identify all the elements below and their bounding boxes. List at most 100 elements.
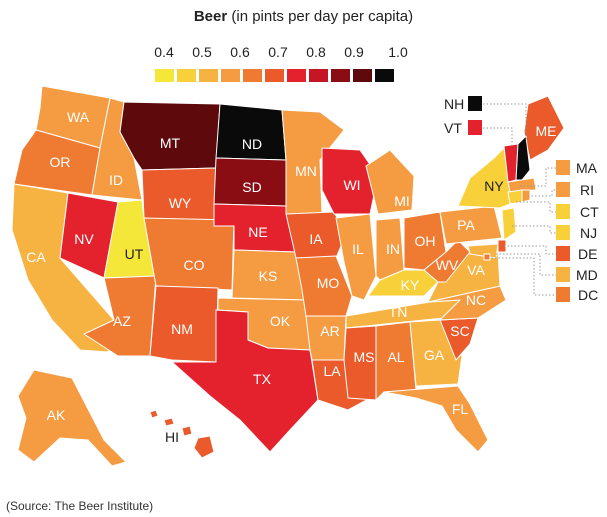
label-PA: PA: [457, 217, 475, 233]
legend-label-3: 0.7: [268, 44, 288, 60]
label-TN: TN: [389, 304, 408, 320]
label-HI: HI: [165, 429, 179, 445]
label-NM: NM: [171, 321, 193, 337]
label-AL: AL: [387, 349, 404, 365]
label-ND: ND: [242, 136, 262, 152]
callout-label-NH: NH: [444, 96, 464, 112]
callout-line-DE: [504, 245, 556, 255]
callout-swatch-NJ: [556, 225, 570, 240]
label-UT: UT: [125, 246, 144, 262]
legend-label-5: 0.9: [344, 44, 364, 60]
legend-label-6: 1.0: [388, 44, 408, 60]
label-WY: WY: [169, 195, 192, 211]
legend-swatch-7: [287, 69, 306, 82]
state-HI-kauai[interactable]: [149, 409, 159, 419]
state-PA[interactable]: [439, 205, 503, 245]
legend-swatch-8: [309, 69, 328, 82]
label-NC: NC: [466, 292, 486, 308]
legend-label-2: 0.6: [230, 44, 250, 60]
label-MN: MN: [295, 163, 317, 179]
label-NV: NV: [74, 231, 94, 247]
callout-line-RI: [528, 189, 556, 197]
callout-label-MA: MA: [576, 160, 598, 176]
callout-line-MD: [496, 253, 556, 276]
label-WI: WI: [343, 177, 360, 193]
title-bold: Beer: [193, 8, 228, 25]
label-WA: WA: [67, 109, 90, 125]
label-AK: AK: [47, 407, 66, 423]
label-KY: KY: [401, 277, 420, 293]
callout-swatch-MD: [556, 267, 570, 282]
label-LA: LA: [323, 363, 341, 379]
state-NM[interactable]: [149, 285, 219, 363]
label-KS: KS: [259, 268, 278, 284]
callout-swatch-CT: [556, 204, 570, 219]
callout-label-VT: VT: [444, 120, 462, 136]
label-OR: OR: [50, 154, 71, 170]
state-IL[interactable]: [335, 213, 377, 301]
legend-label-0: 0.4: [154, 44, 174, 60]
state-OR[interactable]: [13, 129, 101, 196]
label-FL: FL: [452, 401, 469, 417]
state-DC[interactable]: [483, 253, 491, 261]
label-MS: MS: [354, 349, 375, 365]
legend-label-4: 0.8: [306, 44, 326, 60]
label-SC: SC: [450, 323, 469, 339]
callout-label-RI: RI: [580, 182, 594, 198]
label-OH: OH: [415, 233, 436, 249]
state-RI[interactable]: [521, 189, 531, 203]
state-MA[interactable]: [507, 177, 537, 193]
callout-line-DC: [488, 257, 556, 296]
label-AR: AR: [320, 323, 339, 339]
state-MI[interactable]: [365, 149, 415, 215]
state-TX[interactable]: [171, 309, 319, 453]
map-title: Beer (in pints per day per capita): [0, 8, 607, 25]
title-subtitle: (in pints per day per capita): [231, 8, 414, 25]
label-GA: GA: [424, 347, 445, 363]
state-NH[interactable]: [515, 135, 531, 181]
callout-swatch-NH: [468, 96, 482, 111]
state-HI-maui[interactable]: [181, 425, 193, 437]
label-VA: VA: [467, 262, 485, 278]
state-DE[interactable]: [497, 239, 507, 253]
label-OK: OK: [270, 313, 291, 329]
label-NY: NY: [484, 178, 504, 194]
callout-swatch-RI: [556, 182, 570, 197]
callout-line-NJ: [512, 225, 556, 234]
label-IA: IA: [309, 231, 323, 247]
state-AK[interactable]: [17, 369, 127, 467]
legend-swatch-9: [331, 69, 350, 82]
state-HI-oahu[interactable]: [163, 417, 175, 427]
legend-swatch-1: [155, 69, 174, 82]
callout-line-CT: [516, 201, 556, 213]
state-CO[interactable]: [143, 217, 235, 291]
legend-swatch-11: [375, 69, 394, 82]
callout-swatch-VT: [468, 120, 482, 135]
callout-label-NJ: NJ: [580, 225, 597, 241]
label-SD: SD: [242, 179, 261, 195]
legend-label-1: 0.5: [192, 44, 212, 60]
state-FL[interactable]: [383, 385, 489, 453]
label-CO: CO: [184, 257, 205, 273]
label-MI: MI: [394, 193, 410, 209]
callout-label-MD: MD: [576, 267, 598, 283]
state-NJ[interactable]: [501, 207, 517, 241]
callout-line-VT: [483, 127, 513, 146]
label-MO: MO: [317, 275, 340, 291]
legend-swatch-10: [353, 69, 372, 82]
callout-swatch-DC: [556, 287, 570, 302]
label-CA: CA: [26, 249, 46, 265]
state-ME[interactable]: [523, 95, 565, 161]
state-MN[interactable]: [281, 109, 345, 215]
legend-swatch-5: [243, 69, 262, 82]
label-NE: NE: [248, 224, 267, 240]
callout-label-CT: CT: [580, 204, 599, 220]
legend-swatch-3: [199, 69, 218, 82]
callout-label-DC: DC: [578, 287, 598, 303]
state-HI-big[interactable]: [193, 435, 215, 459]
source-note: (Source: The Beer Institute): [6, 499, 154, 513]
label-MT: MT: [160, 135, 181, 151]
label-IN: IN: [386, 241, 400, 257]
state-MS[interactable]: [343, 325, 377, 401]
